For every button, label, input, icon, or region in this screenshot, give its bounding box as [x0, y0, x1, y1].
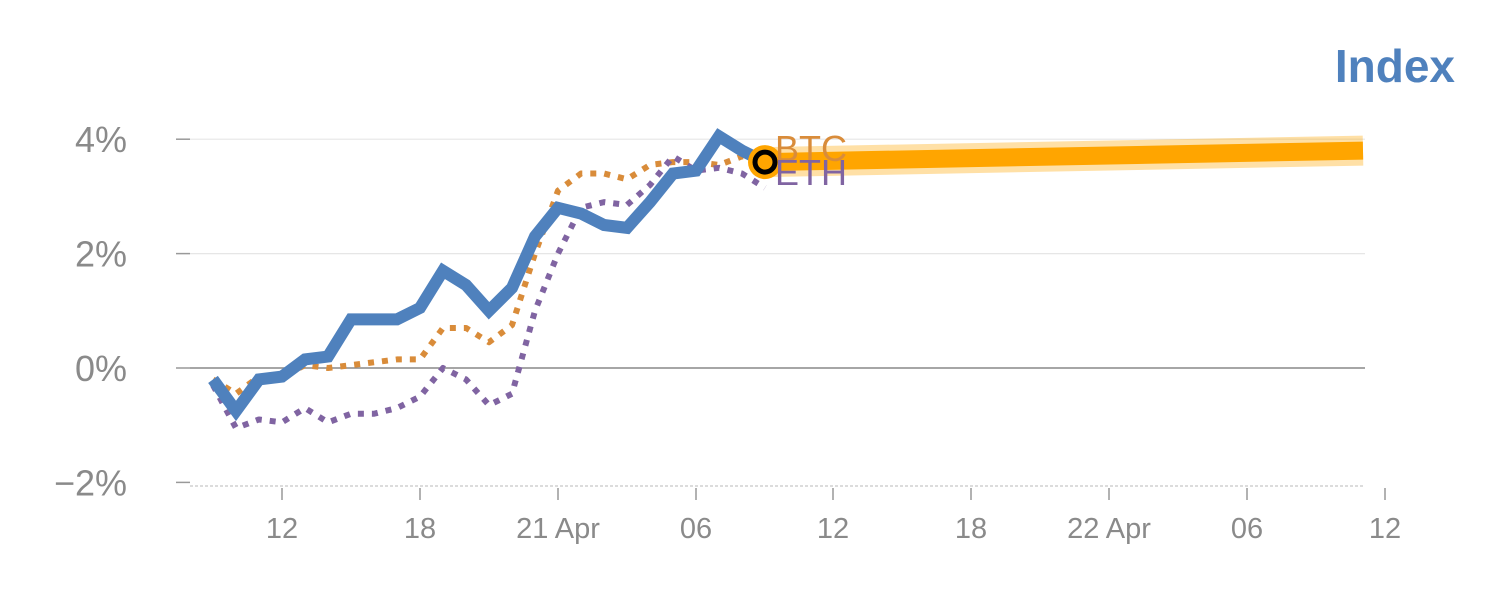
series-line-btc — [211, 153, 766, 397]
series-lines — [208, 128, 1364, 432]
axes — [176, 138, 1386, 500]
x-tick-label: 18 — [404, 513, 436, 545]
series-line-index — [208, 128, 768, 422]
series-label-eth: ETH — [775, 152, 847, 193]
series-line-eth — [210, 153, 767, 432]
labels: 4% 2% 0% −2% 12 18 21 Apr 06 12 18 22 Apr 06 12 BTCET… — [54, 119, 1401, 545]
end-marker — [752, 149, 778, 175]
x-tick-label: 22 Apr — [1067, 513, 1151, 545]
x-tick-label: 12 — [1369, 513, 1401, 545]
x-tick-label: 12 — [266, 513, 298, 545]
x-tick-label: 06 — [1231, 513, 1263, 545]
x-tick-label: 18 — [955, 513, 987, 545]
x-tick-label: 12 — [817, 513, 849, 545]
series-label-btc: BTC — [775, 128, 847, 169]
y-tick-label: 2% — [75, 234, 127, 275]
forecast-band — [764, 141, 1364, 172]
chart-title: Index — [1335, 40, 1456, 92]
y-tick-label: 0% — [75, 348, 127, 389]
x-tick-label: 21 Apr — [516, 513, 600, 545]
y-tick-label: −2% — [54, 462, 127, 503]
x-tick-label: 06 — [680, 513, 712, 545]
y-tick-label: 4% — [75, 119, 127, 160]
gridlines — [190, 138, 1365, 369]
